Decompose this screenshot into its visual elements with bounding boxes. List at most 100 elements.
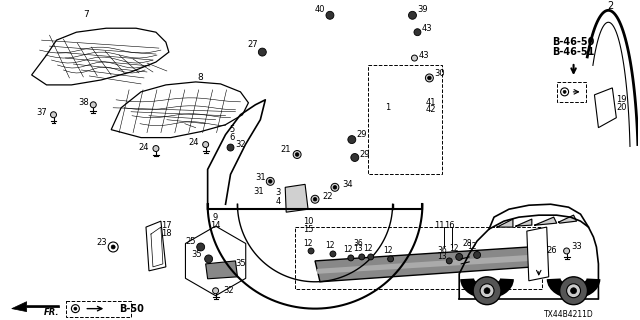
Text: 43: 43 xyxy=(422,24,433,33)
Circle shape xyxy=(368,254,374,260)
Polygon shape xyxy=(527,227,548,281)
Circle shape xyxy=(311,195,319,203)
Circle shape xyxy=(564,248,570,254)
Circle shape xyxy=(414,29,421,36)
Circle shape xyxy=(348,255,354,261)
Text: 43: 43 xyxy=(419,51,429,60)
Bar xyxy=(295,227,541,289)
Text: 29: 29 xyxy=(360,150,370,159)
Circle shape xyxy=(484,288,490,294)
Text: 40: 40 xyxy=(315,5,325,14)
Text: 8: 8 xyxy=(198,74,204,83)
Circle shape xyxy=(412,55,417,61)
Circle shape xyxy=(266,177,275,185)
Text: 12: 12 xyxy=(363,244,372,253)
Circle shape xyxy=(205,255,212,263)
Text: B-50: B-50 xyxy=(119,304,144,314)
Circle shape xyxy=(331,183,339,191)
Text: 41: 41 xyxy=(426,98,436,107)
Circle shape xyxy=(348,136,356,144)
Circle shape xyxy=(426,74,433,82)
Text: 32: 32 xyxy=(223,286,234,295)
Text: 16: 16 xyxy=(444,220,454,230)
Circle shape xyxy=(571,288,577,294)
Polygon shape xyxy=(205,261,237,279)
Circle shape xyxy=(563,90,566,93)
Text: 2: 2 xyxy=(607,1,614,11)
Text: 14: 14 xyxy=(211,220,221,230)
Text: 13: 13 xyxy=(353,244,363,253)
Text: FR.: FR. xyxy=(44,308,60,317)
Polygon shape xyxy=(285,184,308,212)
Polygon shape xyxy=(12,302,60,312)
Circle shape xyxy=(408,11,417,19)
Circle shape xyxy=(308,248,314,254)
Polygon shape xyxy=(559,215,577,223)
Bar xyxy=(67,301,131,316)
Polygon shape xyxy=(317,255,531,274)
Polygon shape xyxy=(146,221,166,271)
Circle shape xyxy=(212,288,219,294)
Text: 31: 31 xyxy=(255,173,266,182)
Text: 12: 12 xyxy=(383,246,392,255)
Text: 33: 33 xyxy=(571,243,582,252)
Circle shape xyxy=(259,48,266,56)
Bar xyxy=(557,82,586,102)
Polygon shape xyxy=(315,247,534,282)
Text: 10: 10 xyxy=(303,217,314,226)
Text: 4: 4 xyxy=(276,197,281,206)
Circle shape xyxy=(351,154,359,162)
Circle shape xyxy=(330,251,336,257)
Circle shape xyxy=(333,186,337,189)
Text: 12: 12 xyxy=(467,243,477,252)
Circle shape xyxy=(388,256,394,262)
Circle shape xyxy=(561,88,568,96)
Text: 26: 26 xyxy=(547,246,557,255)
Polygon shape xyxy=(595,88,616,128)
Circle shape xyxy=(326,11,334,19)
Text: 21: 21 xyxy=(280,145,291,154)
Text: 7: 7 xyxy=(83,10,89,19)
Circle shape xyxy=(51,112,56,118)
Text: 38: 38 xyxy=(78,98,89,107)
Circle shape xyxy=(428,76,431,80)
Polygon shape xyxy=(111,82,248,138)
Polygon shape xyxy=(535,217,557,225)
Text: 12: 12 xyxy=(343,245,353,254)
Text: 19: 19 xyxy=(616,95,627,104)
Circle shape xyxy=(480,284,494,298)
Text: 22: 22 xyxy=(323,192,333,201)
Text: B-46-51: B-46-51 xyxy=(552,47,595,57)
Polygon shape xyxy=(516,219,532,226)
Text: 5: 5 xyxy=(230,125,235,134)
Bar xyxy=(368,65,442,174)
Circle shape xyxy=(72,305,79,313)
Text: B-46-50: B-46-50 xyxy=(552,37,595,47)
Text: 30: 30 xyxy=(434,69,445,78)
Text: 37: 37 xyxy=(36,108,47,117)
Text: 13: 13 xyxy=(438,252,447,261)
Circle shape xyxy=(473,277,501,305)
Text: 31: 31 xyxy=(253,187,264,196)
Circle shape xyxy=(196,243,205,251)
Text: 11: 11 xyxy=(434,220,445,230)
Circle shape xyxy=(111,245,115,249)
Text: 27: 27 xyxy=(247,40,258,49)
Text: 12: 12 xyxy=(325,242,335,251)
Text: 15: 15 xyxy=(303,225,314,234)
Text: 23: 23 xyxy=(96,237,106,246)
Text: 20: 20 xyxy=(616,103,627,112)
Text: 32: 32 xyxy=(235,140,246,149)
Circle shape xyxy=(359,254,365,260)
Circle shape xyxy=(74,307,77,310)
Text: 12: 12 xyxy=(449,244,459,253)
Text: 36: 36 xyxy=(353,238,363,247)
Text: 29: 29 xyxy=(356,130,367,139)
Circle shape xyxy=(566,284,580,298)
Circle shape xyxy=(153,146,159,152)
Text: 25: 25 xyxy=(186,236,196,245)
Text: 35: 35 xyxy=(235,260,246,268)
Text: 18: 18 xyxy=(161,228,172,237)
Text: 34: 34 xyxy=(342,180,353,189)
Text: 36: 36 xyxy=(437,246,447,255)
